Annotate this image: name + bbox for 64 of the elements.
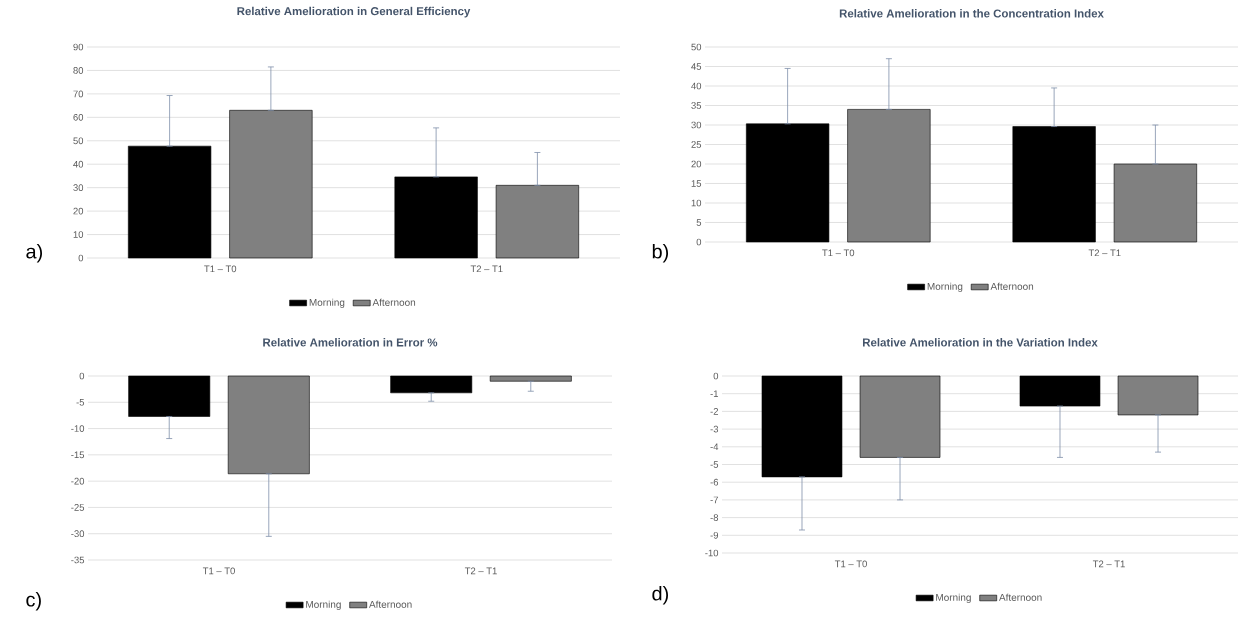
text: d) <box>652 585 669 605</box>
chart-title: Relative Amelioration in Error % <box>263 338 438 347</box>
y-tick-label: -5 <box>710 461 719 468</box>
y-tick-label: -25 <box>71 504 85 511</box>
y-tick-label: 10 <box>73 231 84 238</box>
chart-title: Relative Amelioration in General Efficiency <box>237 6 471 18</box>
y-tick-label: -9 <box>710 531 719 539</box>
y-tick-label: -6 <box>710 478 719 486</box>
y-tick-label: -5 <box>76 398 85 406</box>
y-tick-label: -20 <box>71 477 85 485</box>
x-tick-label: T2 – T1 <box>1092 560 1125 568</box>
text: b) <box>652 243 669 263</box>
y-tick-label: 40 <box>73 160 84 168</box>
chart-title: Relative Amelioration in the Concentration Index <box>839 9 1104 18</box>
legend-label: Morning <box>936 593 971 603</box>
x-tick-label: T1 – T0 <box>822 249 855 257</box>
legend-label: Morning <box>309 298 345 308</box>
y-tick-label: 45 <box>691 63 702 70</box>
y-tick-label: -2 <box>710 408 719 415</box>
y-tick-label: 25 <box>691 141 702 148</box>
y-tick-label: 0 <box>696 238 702 246</box>
y-tick-label: 0 <box>79 372 85 380</box>
legend-label: Morning <box>927 282 963 292</box>
y-tick-label: 70 <box>73 90 84 98</box>
y-tick-label: 30 <box>73 184 84 192</box>
y-tick-label: 20 <box>691 160 702 168</box>
text: c) <box>26 591 41 611</box>
y-tick-label: 80 <box>73 67 84 74</box>
chart-title: Relative Amelioration in the Variation Index <box>862 338 1098 347</box>
legend-label: Afternoon <box>369 600 412 608</box>
x-tick-label: T1 – T0 <box>202 567 235 575</box>
y-tick-label: 10 <box>691 199 702 207</box>
y-tick-label: -4 <box>710 443 719 451</box>
y-tick-label: 90 <box>73 43 84 51</box>
y-tick-label: 15 <box>691 180 702 187</box>
legend-label: Afternoon <box>990 282 1034 290</box>
y-tick-label: -8 <box>710 514 719 521</box>
y-tick-label: -10 <box>71 425 85 432</box>
y-tick-label: -10 <box>705 549 719 557</box>
y-tick-label: 20 <box>73 207 84 215</box>
y-tick-label: -35 <box>71 556 85 564</box>
y-tick-label: 35 <box>691 102 702 109</box>
y-tick-label: 50 <box>691 43 702 51</box>
y-tick-label: 60 <box>73 113 84 121</box>
y-tick-label: -1 <box>710 390 719 397</box>
legend-label: Afternoon <box>372 298 416 306</box>
y-tick-label: 5 <box>696 219 702 226</box>
x-tick-label: T2 – T1 <box>1088 249 1121 257</box>
y-tick-label: 40 <box>691 82 702 90</box>
y-tick-label: -15 <box>71 451 85 459</box>
legend-label: Morning <box>306 600 341 610</box>
y-tick-label: 30 <box>691 121 702 129</box>
y-tick-label: 50 <box>73 137 84 145</box>
legend-label: Afternoon <box>999 593 1042 601</box>
x-tick-label: T1 – T0 <box>834 560 867 568</box>
y-tick-label: -3 <box>710 425 719 433</box>
y-tick-label: 0 <box>78 254 84 262</box>
x-tick-label: T2 – T1 <box>470 265 503 273</box>
x-tick-label: T1 – T0 <box>204 265 237 273</box>
y-tick-label: 0 <box>713 372 719 380</box>
text: a) <box>26 243 42 263</box>
y-tick-label: -7 <box>710 496 719 504</box>
x-tick-label: T2 – T1 <box>464 567 497 575</box>
y-tick-label: -30 <box>71 530 85 538</box>
